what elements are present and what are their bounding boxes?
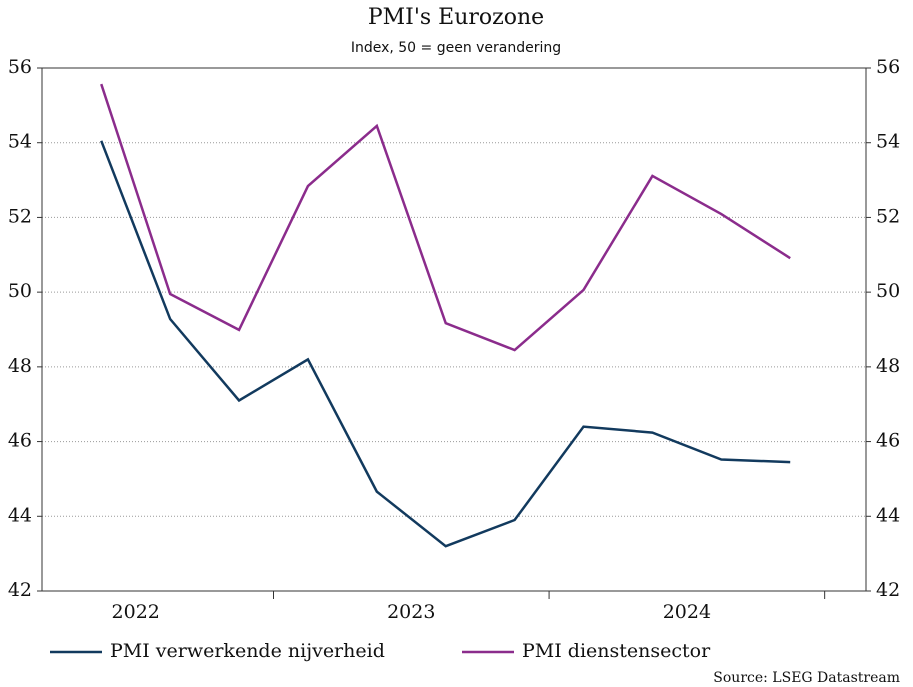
y2-tick-label: 48 (876, 355, 900, 377)
y2-tick-label: 56 (876, 56, 900, 78)
chart-title: PMI's Eurozone (368, 5, 544, 30)
x-tick-label: 2022 (112, 601, 160, 623)
y2-tick-label: 54 (876, 131, 900, 153)
y2-tick-label: 50 (876, 280, 900, 302)
y-tick-label: 46 (8, 430, 32, 452)
line-series (100, 140, 791, 548)
y-tick-label: 42 (8, 579, 32, 601)
y2-tick-label: 46 (876, 430, 900, 452)
y2-tick-label: 52 (876, 205, 900, 227)
legend-label: PMI dienstensector (522, 640, 711, 662)
x-tick-label: 2024 (663, 601, 711, 623)
chart-subtitle: Index, 50 = geen verandering (351, 40, 561, 56)
legend-label: PMI verwerkende nijverheid (110, 640, 385, 662)
y-tick-label: 44 (8, 504, 32, 526)
y-tick-label: 56 (8, 56, 32, 78)
y-tick-label: 54 (8, 131, 32, 153)
line-series (100, 83, 791, 352)
y-tick-label: 52 (8, 205, 32, 227)
plot-frame (41, 67, 867, 592)
x-tick-label: 2023 (387, 601, 435, 623)
source: Source: LSEG Datastream (713, 670, 900, 686)
y-tick-label: 48 (8, 355, 32, 377)
y2-tick-label: 44 (876, 504, 900, 526)
y2-tick-label: 42 (876, 579, 900, 601)
y-tick-label: 50 (8, 280, 32, 302)
